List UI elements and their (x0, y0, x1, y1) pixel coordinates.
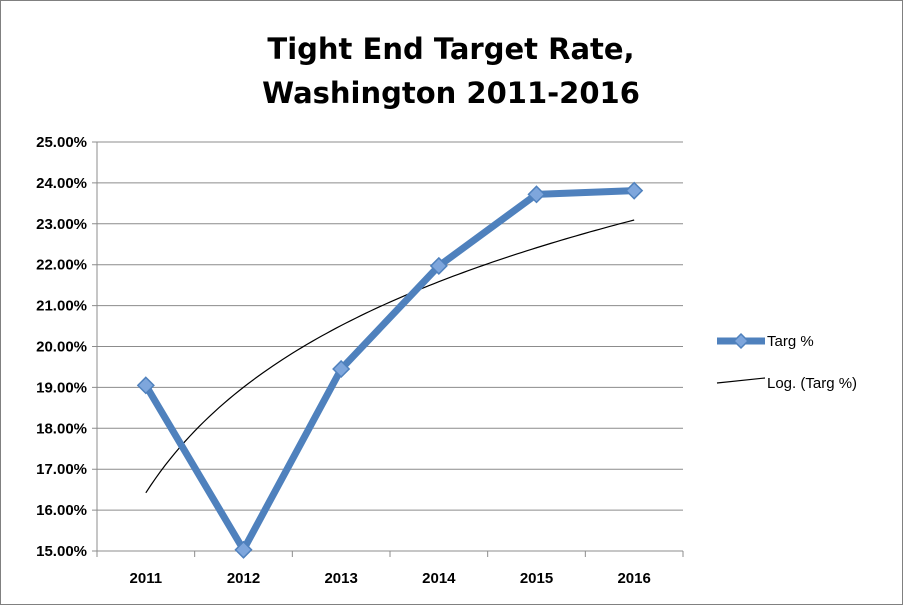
x-axis (96, 142, 684, 557)
y-tick-label: 23.00% (36, 216, 87, 233)
legend: Targ % Log. (Targ %) (716, 332, 857, 392)
chart-title-line-1: Tight End Target Rate, (267, 32, 635, 66)
legend-trend-label: Log. (Targ %) (767, 375, 857, 392)
trendline (145, 219, 635, 494)
x-tick-label: 2014 (422, 570, 456, 587)
legend-series-swatch-marker (732, 332, 750, 350)
y-tick-label: 19.00% (36, 379, 87, 396)
legend-trend-swatch-line (716, 377, 766, 384)
y-tick-label: 17.00% (36, 461, 87, 478)
y-tick-label: 20.00% (36, 339, 87, 356)
y-tick-label: 22.00% (36, 257, 87, 274)
y-tick-label: 15.00% (36, 543, 87, 560)
y-tick-label: 18.00% (36, 420, 87, 437)
x-tick-label: 2015 (520, 570, 553, 587)
data-point-2014 (429, 256, 448, 275)
legend-series-label: Targ % (767, 333, 814, 350)
y-axis-ticks: 15.00% 16.00% 17.00% 18.00% 19.00% 20.00% 21.0… (36, 134, 87, 560)
series-targ (136, 181, 644, 559)
y-tick-label: 24.00% (36, 175, 87, 192)
trendline-path (145, 219, 635, 494)
x-tick-label: 2013 (324, 570, 357, 587)
chart-title-line-2: Washington 2011-2016 (262, 76, 640, 110)
x-tick-label: 2011 (130, 570, 163, 587)
x-axis-ticks: 2011 2012 2013 2014 2015 2016 (130, 570, 651, 587)
gridlines (92, 141, 683, 552)
data-point-2013 (332, 359, 351, 379)
y-tick-label: 16.00% (36, 502, 87, 519)
x-tick-label: 2016 (617, 570, 650, 587)
x-tick-label: 2012 (227, 570, 260, 587)
series-line (142, 187, 635, 554)
y-tick-label: 21.00% (36, 298, 87, 315)
chart-title: Tight End Target Rate, Washington 2011-2… (151, 27, 751, 115)
data-point-2016 (625, 181, 644, 200)
data-point-2015 (527, 185, 546, 204)
data-point-2011 (136, 376, 155, 395)
y-tick-label: 25.00% (36, 134, 87, 151)
data-point-2012 (234, 540, 253, 559)
